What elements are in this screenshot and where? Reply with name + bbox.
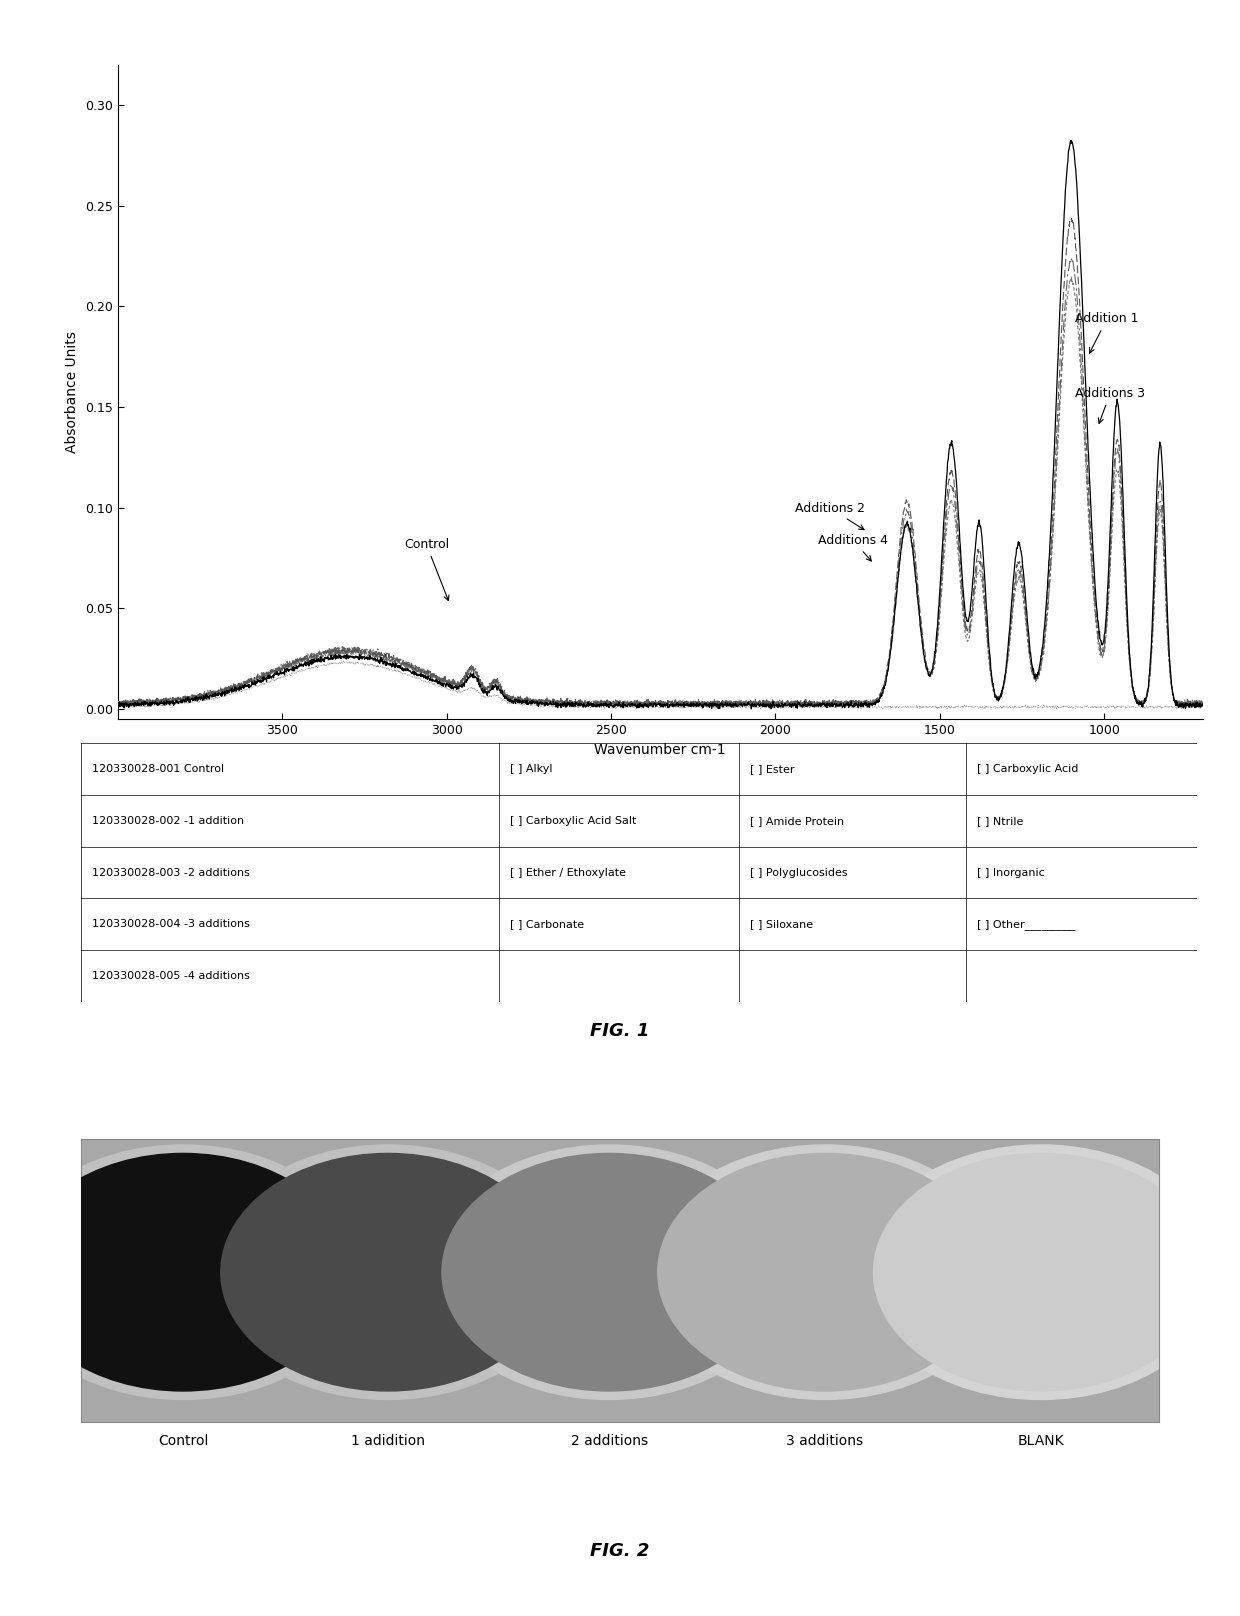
Text: FIG. 1: FIG. 1 bbox=[590, 1021, 650, 1041]
Text: Addition 1: Addition 1 bbox=[1075, 312, 1138, 352]
Text: [ ] Polyglucosides: [ ] Polyglucosides bbox=[750, 868, 848, 877]
Text: [ ] Siloxane: [ ] Siloxane bbox=[750, 920, 813, 929]
Text: [ ] Carboxylic Acid Salt: [ ] Carboxylic Acid Salt bbox=[511, 816, 636, 826]
Text: [ ] Ester: [ ] Ester bbox=[750, 764, 795, 774]
Ellipse shape bbox=[645, 1144, 1006, 1399]
Ellipse shape bbox=[441, 1154, 776, 1391]
Ellipse shape bbox=[429, 1144, 790, 1399]
Text: Control: Control bbox=[404, 538, 449, 601]
Text: BLANK: BLANK bbox=[1017, 1435, 1064, 1448]
Ellipse shape bbox=[2, 1144, 363, 1399]
Text: [ ] Other_________: [ ] Other_________ bbox=[977, 920, 1075, 929]
Ellipse shape bbox=[16, 1154, 351, 1391]
Text: FIG. 2: FIG. 2 bbox=[590, 1542, 650, 1561]
Ellipse shape bbox=[657, 1154, 992, 1391]
Ellipse shape bbox=[221, 1154, 556, 1391]
Text: [ ] Carbonate: [ ] Carbonate bbox=[511, 920, 584, 929]
Text: Additions 4: Additions 4 bbox=[818, 533, 888, 561]
Text: 120330028-004 -3 additions: 120330028-004 -3 additions bbox=[92, 920, 249, 929]
Ellipse shape bbox=[861, 1144, 1221, 1399]
X-axis label: Wavenumber cm-1: Wavenumber cm-1 bbox=[594, 742, 727, 756]
Text: [ ] Carboxylic Acid: [ ] Carboxylic Acid bbox=[977, 764, 1078, 774]
Text: 2 additions: 2 additions bbox=[570, 1435, 647, 1448]
Text: 120330028-003 -2 additions: 120330028-003 -2 additions bbox=[92, 868, 249, 877]
Text: [ ] Amide Protein: [ ] Amide Protein bbox=[750, 816, 844, 826]
Ellipse shape bbox=[873, 1154, 1208, 1391]
Text: 120330028-005 -4 additions: 120330028-005 -4 additions bbox=[92, 971, 249, 981]
Text: [ ] Ntrile: [ ] Ntrile bbox=[977, 816, 1023, 826]
Y-axis label: Absorbance Units: Absorbance Units bbox=[66, 331, 79, 452]
Text: 120330028-002 -1 addition: 120330028-002 -1 addition bbox=[92, 816, 244, 826]
Text: Additions 2: Additions 2 bbox=[795, 501, 866, 530]
Text: 1 adidition: 1 adidition bbox=[351, 1435, 425, 1448]
Text: 3 additions: 3 additions bbox=[786, 1435, 863, 1448]
Text: Additions 3: Additions 3 bbox=[1075, 386, 1146, 423]
Text: 120330028-001 Control: 120330028-001 Control bbox=[92, 764, 224, 774]
Ellipse shape bbox=[207, 1144, 569, 1399]
Text: [ ] Alkyl: [ ] Alkyl bbox=[511, 764, 553, 774]
Text: [ ] Inorganic: [ ] Inorganic bbox=[977, 868, 1044, 877]
Text: Control: Control bbox=[157, 1435, 208, 1448]
Text: [ ] Ether / Ethoxylate: [ ] Ether / Ethoxylate bbox=[511, 868, 626, 877]
